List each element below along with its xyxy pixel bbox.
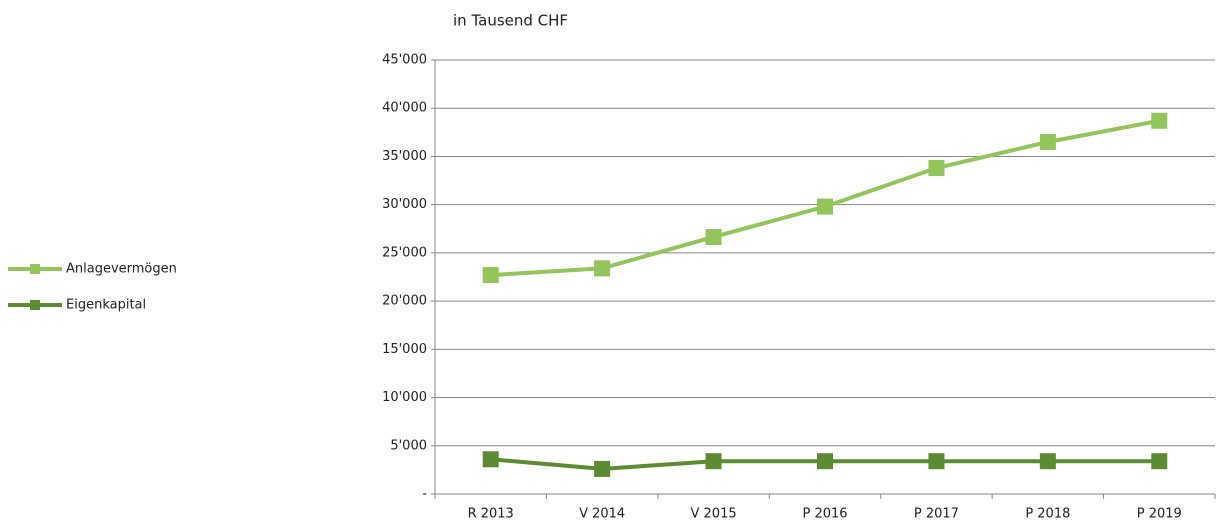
y-tick-label: 40'000 [382, 101, 427, 116]
marker [705, 453, 722, 470]
marker [1039, 133, 1056, 150]
marker [482, 451, 499, 468]
y-tick-label: 5'000 [390, 438, 427, 453]
x-tick-label: V 2015 [691, 507, 737, 522]
series-line [490, 118, 1160, 278]
y-tick-label: - [422, 487, 427, 502]
legend-label: Eigenkapital [66, 298, 146, 313]
marker [1039, 453, 1056, 470]
marker [928, 453, 945, 470]
marker [817, 453, 833, 470]
y-tick-label: 10'000 [382, 390, 427, 405]
marker [1151, 112, 1168, 129]
marker [1151, 453, 1168, 470]
x-tick-label: V 2014 [579, 507, 625, 522]
y-tick-label: 20'000 [382, 294, 427, 309]
legend-marker [30, 264, 40, 274]
x-tick-label: R 2013 [468, 507, 514, 522]
marker [594, 460, 611, 477]
marker [594, 260, 611, 277]
marker [817, 198, 833, 215]
chart-title: in Tausend CHF [453, 12, 568, 30]
y-tick-label: 25'000 [382, 245, 427, 260]
marker [928, 160, 945, 177]
y-tick-label: 15'000 [382, 342, 427, 357]
y-tick-label: 45'000 [382, 53, 427, 68]
legend-marker [30, 300, 40, 310]
marker [482, 267, 499, 284]
y-tick-label: 35'000 [382, 149, 427, 164]
marker [705, 228, 722, 245]
legend-label: Anlagevermögen [66, 262, 177, 277]
x-tick-label: P 2016 [802, 507, 847, 522]
x-tick-label: P 2017 [914, 507, 959, 522]
x-tick-label: P 2018 [1025, 507, 1070, 522]
x-tick-label: P 2019 [1137, 507, 1182, 522]
y-tick-label: 30'000 [382, 197, 427, 212]
